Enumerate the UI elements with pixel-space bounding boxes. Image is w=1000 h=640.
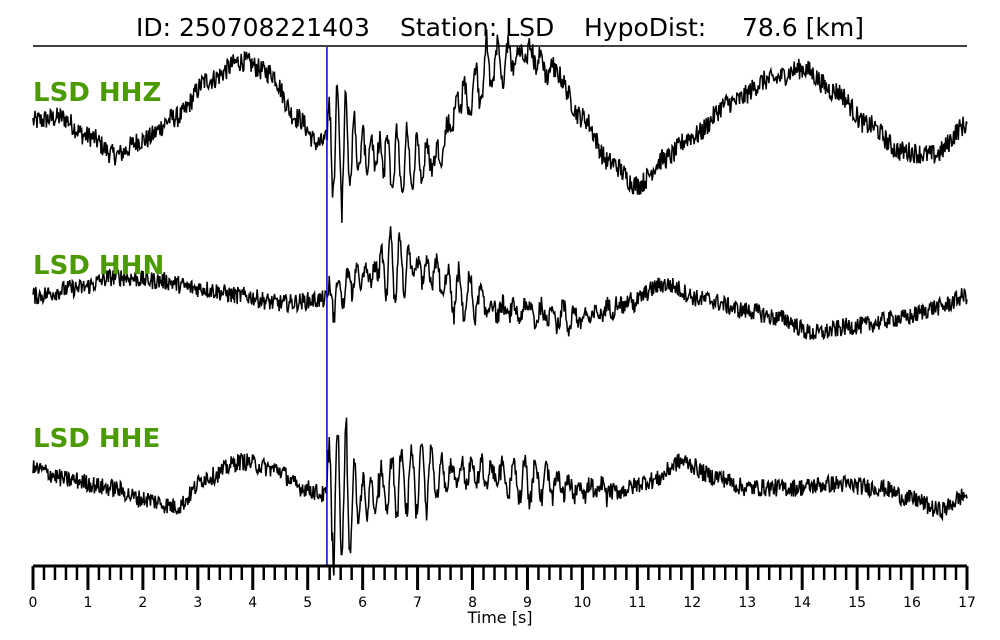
channel-label-hhz: LSD HHZ: [33, 78, 161, 108]
x-tick-label: 3: [193, 595, 202, 611]
title-hypodist-label: HypoDist:: [584, 13, 706, 42]
traces-group: [32, 29, 968, 576]
title-station: Station: LSD: [400, 13, 554, 42]
x-tick-label: 17: [958, 595, 976, 611]
x-tick-label: 8: [468, 595, 477, 611]
x-tick-label: 12: [683, 595, 701, 611]
x-axis-label: Time [s]: [466, 608, 532, 627]
x-tick-label: 5: [303, 595, 312, 611]
title-id: ID: 250708221403: [136, 13, 370, 42]
x-tick-label: 1: [83, 595, 92, 611]
x-ticks-group: 0 1 2 3 4 5 6 7 8 9 10 11 12 13 14 15 16 17: [29, 566, 976, 611]
x-tick-label: 2: [138, 595, 147, 611]
x-tick-label: 0: [29, 595, 38, 611]
channel-label-hhn: LSD HHN: [33, 251, 164, 281]
x-tick-label: 7: [413, 595, 422, 611]
x-tick-label: 11: [628, 595, 646, 611]
x-tick-label: 10: [573, 595, 591, 611]
x-tick-label: 16: [903, 595, 921, 611]
channel-label-hhe: LSD HHE: [33, 424, 160, 454]
x-tick-label: 14: [793, 595, 811, 611]
x-tick-label: 13: [738, 595, 756, 611]
title-hypodist-value: 78.6 [km]: [742, 13, 864, 42]
x-tick-label: 6: [358, 595, 367, 611]
x-tick-label: 9: [523, 595, 532, 611]
trace-lsd-hhz: [32, 29, 968, 223]
x-tick-label: 4: [248, 595, 257, 611]
trace-lsd-hhe: [32, 417, 968, 576]
x-tick-label: 15: [848, 595, 866, 611]
trace-lsd-hhn: [32, 226, 968, 341]
